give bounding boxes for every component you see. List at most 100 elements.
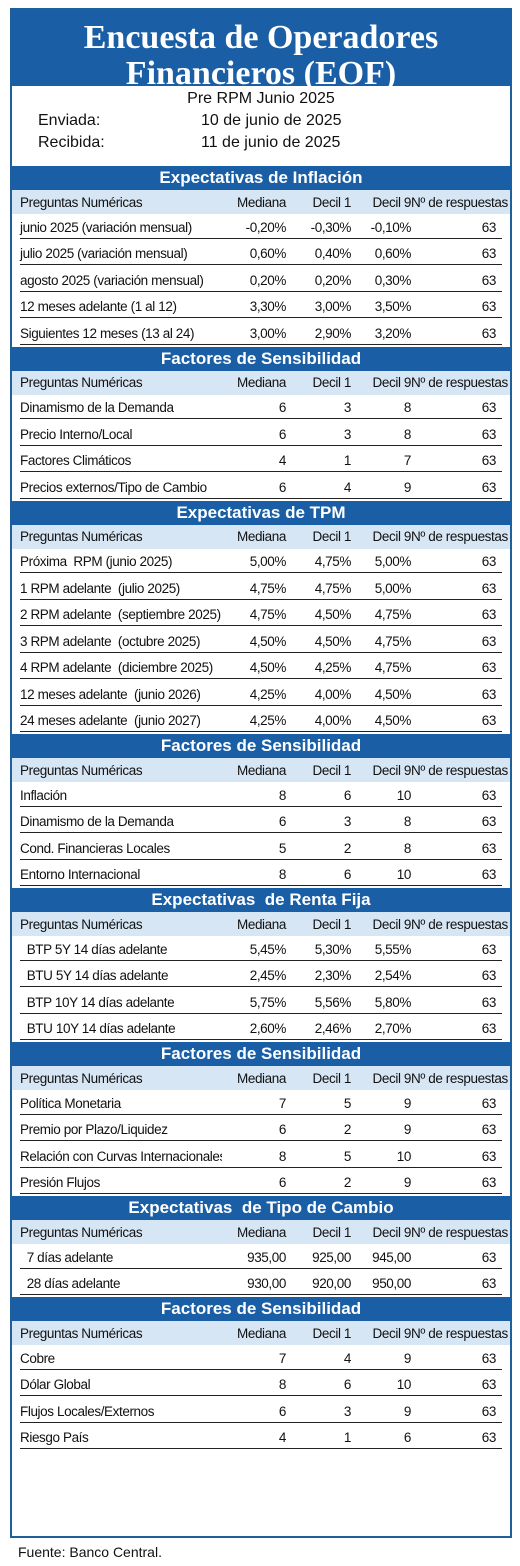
cell-median: 7 — [278, 1350, 287, 1366]
column-header-decile-9: Decil 9 — [372, 194, 412, 210]
cell-decile-9: 4,75% — [374, 660, 412, 676]
cell-decile-9: 7 — [403, 453, 412, 469]
cell-question: 2 RPM adelante (septiembre 2025) — [20, 607, 221, 623]
cell-decile-1: 920,00 — [312, 1276, 351, 1292]
column-header-decile-1: Decil 1 — [312, 916, 352, 932]
cell-responses: 63 — [481, 453, 497, 469]
column-header-decile-1: Decil 1 — [312, 194, 352, 210]
table-row: Inflación 8 6 10 63 — [12, 782, 510, 809]
column-header-decile-9: Decil 9 — [372, 375, 412, 390]
table-row: Precios externos/Tipo de Cambio 6 4 9 63 — [12, 474, 510, 501]
cell-decile-9: 945,00 — [372, 1249, 411, 1265]
cell-median: 6 — [278, 479, 287, 495]
table-row: BTP 5Y 14 días adelante 5,45% 5,30% 5,55% 63 — [12, 936, 510, 963]
survey-section: Factores de Sensibilidad Preguntas Numéri… — [11, 1042, 511, 1196]
column-header-median: Mediana — [237, 1224, 286, 1240]
cell-decile-1: 2 — [343, 1122, 352, 1138]
section-title: Factores de Sensibilidad — [11, 734, 511, 758]
cell-responses: 63 — [481, 1377, 497, 1393]
survey-section: Expectativas de Tipo de Cambio Preguntas … — [11, 1196, 511, 1297]
table-header-row: Preguntas Numéricas Mediana Decil 1 Decil 9… — [12, 524, 510, 549]
column-header-median: Mediana — [237, 1070, 286, 1086]
table-row: Riesgo País 4 1 6 63 — [12, 1425, 510, 1452]
cell-question: Flujos Locales/Externos — [20, 1403, 155, 1419]
column-header-decile-9: Decil 9 — [372, 1224, 412, 1240]
table-row: agosto 2025 (variación mensual) 0,20% 0,20… — [12, 267, 510, 294]
table-row: Flujos Locales/Externos 6 3 9 63 — [12, 1398, 510, 1425]
cell-median: 2,45% — [249, 968, 287, 984]
cell-decile-1: 925,00 — [312, 1249, 351, 1265]
table-row: BTU 10Y 14 días adelante 2,60% 2,46% 2,70% 6… — [12, 1016, 510, 1043]
cell-median: 2,60% — [249, 1021, 287, 1037]
cell-question: 3 RPM adelante (octubre 2025) — [20, 633, 201, 649]
column-header-decile-1: Decil 1 — [312, 529, 352, 544]
cell-responses: 63 — [481, 713, 497, 729]
section-title: Factores de Sensibilidad — [11, 346, 511, 371]
cell-question: Cobre — [20, 1350, 55, 1366]
table-row: 7 días adelante 935,00 925,00 945,00 63 — [12, 1244, 510, 1271]
cell-decile-1: 0,40% — [314, 246, 352, 262]
cell-question: Dinamismo de la Demanda — [20, 400, 174, 416]
column-header-question: Preguntas Numéricas — [20, 916, 143, 932]
received-row: Recibida: 11 de junio de 2025 — [38, 134, 340, 152]
cell-decile-1: -0,30% — [310, 219, 352, 235]
column-header-median: Mediana — [237, 762, 286, 778]
column-header-question: Preguntas Numéricas — [20, 529, 143, 544]
cell-median: 8 — [278, 867, 287, 883]
cell-responses: 63 — [481, 633, 497, 649]
cell-median: 4,25% — [249, 686, 287, 702]
section-title: Factores de Sensibilidad — [11, 1042, 511, 1066]
cell-responses: 63 — [481, 994, 497, 1010]
cell-decile-1: 4,50% — [314, 633, 352, 649]
cell-question: Factores Climáticos — [20, 453, 131, 469]
cell-decile-1: 0,20% — [314, 272, 352, 288]
cell-decile-9: 8 — [403, 814, 412, 830]
cell-decile-9: 9 — [403, 1122, 412, 1138]
cell-responses: 63 — [481, 580, 497, 596]
sent-row: Enviada: 10 de junio de 2025 — [38, 112, 342, 130]
cell-responses: 63 — [481, 941, 497, 957]
table-header-row: Preguntas Numéricas Mediana Decil 1 Decil 9… — [12, 1220, 510, 1244]
table-row: Factores Climáticos 4 1 7 63 — [12, 448, 510, 475]
table-row: julio 2025 (variación mensual) 0,60% 0,40%… — [12, 241, 510, 268]
cell-question: Presión Flujos — [20, 1175, 100, 1191]
table-row: Próxima RPM (junio 2025) 5,00% 4,75% 5,00% 6… — [12, 549, 510, 576]
cell-decile-1: 4,50% — [314, 607, 352, 623]
cell-decile-1: 2,30% — [314, 968, 352, 984]
table-row: Relación con Curvas Internacionales 8 5 10 6… — [12, 1143, 510, 1170]
cell-decile-9: 3,50% — [374, 299, 412, 315]
cell-decile-9: 9 — [403, 479, 412, 495]
column-header-decile-9: Decil 9 — [372, 916, 412, 932]
cell-decile-9: 8 — [403, 840, 412, 856]
column-header-responses: Nº de respuestas — [411, 375, 508, 390]
cell-decile-9: 4,75% — [374, 633, 412, 649]
cell-decile-1: 4,75% — [314, 554, 352, 570]
survey-section: Expectativas de TPM Preguntas Numéricas Me… — [11, 500, 511, 735]
survey-sections: Expectativas de Inflación Preguntas Numér… — [11, 166, 511, 1452]
cell-decile-1: 4 — [343, 1350, 352, 1366]
cell-decile-9: -0,10% — [370, 219, 412, 235]
cell-decile-1: 3 — [343, 814, 352, 830]
received-label: Recibida: — [38, 134, 105, 151]
cell-responses: 63 — [481, 1095, 497, 1111]
cell-responses: 63 — [481, 660, 497, 676]
cell-question: Próxima RPM (junio 2025) — [20, 554, 173, 570]
cell-question: Precios externos/Tipo de Cambio — [20, 479, 207, 495]
column-header-responses: Nº de respuestas — [411, 1224, 508, 1240]
cell-decile-9: 8 — [403, 426, 412, 442]
cell-question: junio 2025 (variación mensual) — [20, 219, 192, 235]
cell-median: -0,20% — [245, 219, 287, 235]
survey-section: Expectativas de Inflación Preguntas Numér… — [11, 166, 511, 347]
table-row: Dólar Global 8 6 10 63 — [12, 1372, 510, 1399]
cell-question: Riesgo País — [20, 1430, 89, 1446]
section-title: Expectativas de Renta Fija — [11, 888, 511, 912]
cell-decile-1: 5,30% — [314, 941, 352, 957]
table-row: 12 meses adelante (junio 2026) 4,25% 4,00%… — [12, 681, 510, 708]
cell-median: 3,30% — [249, 299, 287, 315]
cell-question: BTP 5Y 14 días adelante — [20, 941, 168, 957]
page-title: Encuesta de Operadores Financieros (EOF) — [11, 10, 511, 92]
column-header-question: Preguntas Numéricas — [20, 375, 143, 390]
column-header-question: Preguntas Numéricas — [20, 1325, 143, 1341]
cell-question: Cond. Financieras Locales — [20, 840, 170, 856]
cell-question: BTP 10Y 14 días adelante — [20, 994, 175, 1010]
